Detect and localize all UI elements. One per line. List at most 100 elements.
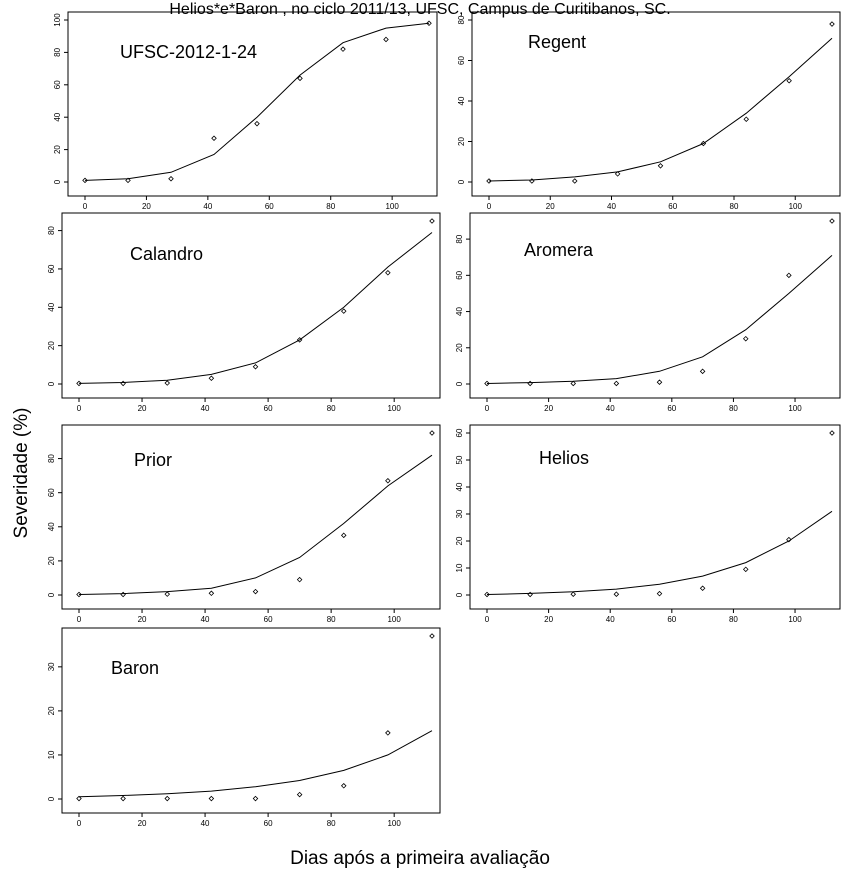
panel-title: UFSC-2012-1-24	[120, 42, 257, 62]
observed-point	[208, 795, 215, 802]
x-tick-label: 0	[77, 404, 82, 413]
observed-point	[340, 308, 347, 314]
observed-point	[211, 135, 217, 142]
observed-point	[429, 218, 435, 224]
plot-frame	[61, 627, 441, 814]
observed-point	[570, 380, 577, 387]
observed-point	[743, 116, 750, 122]
x-tick-label: 100	[387, 404, 401, 413]
observed-point	[613, 380, 620, 387]
x-tick-label: 100	[788, 404, 802, 413]
y-tick-label: 0	[47, 796, 56, 801]
observed-point	[76, 380, 82, 387]
plot-frame	[469, 212, 841, 399]
observed-point	[252, 795, 259, 802]
x-tick-label: 20	[138, 615, 147, 624]
x-axis-label: Dias após a primeira avaliação	[290, 848, 550, 869]
panel-title: Calandro	[130, 244, 203, 264]
observed-point	[340, 783, 347, 789]
observed-point	[786, 272, 792, 279]
observed-point	[829, 430, 835, 436]
fitted-curve	[78, 232, 433, 384]
observed-point	[385, 730, 391, 736]
observed-point	[296, 337, 303, 343]
y-tick-label: 60	[455, 428, 464, 437]
x-tick-label: 0	[485, 615, 490, 624]
observed-point	[208, 375, 215, 382]
x-tick-label: 100	[387, 819, 401, 828]
y-tick-label: 0	[455, 381, 464, 386]
panel-5: 0 20 40 60 80 100 0 20 40 60 80 Prior	[47, 424, 441, 624]
x-tick-label: 40	[606, 615, 615, 624]
observed-point	[426, 20, 432, 27]
x-tick-label: 80	[326, 202, 335, 211]
observed-point	[486, 178, 492, 184]
panel-6: 0 20 40 60 80 100 0 10 20 30 40 50 60 Helios	[455, 424, 841, 624]
observed-point	[164, 795, 171, 802]
observed-point	[700, 140, 707, 147]
observed-point	[125, 177, 131, 184]
y-tick-label: 40	[457, 96, 466, 105]
y-tick-label: 100	[53, 13, 62, 27]
y-tick-label: 20	[47, 556, 56, 565]
observed-point	[252, 363, 259, 370]
y-tick-label: 30	[455, 509, 464, 518]
y-tick-label: 10	[47, 750, 56, 759]
x-tick-label: 80	[327, 404, 336, 413]
observed-point	[613, 591, 620, 597]
y-tick-label: 80	[53, 47, 62, 56]
x-tick-label: 40	[201, 615, 210, 624]
y-tick-label: 80	[47, 454, 56, 463]
y-tick-label: 60	[47, 264, 56, 273]
y-tick-label: 40	[455, 307, 464, 316]
x-tick-label: 60	[264, 819, 273, 828]
panel-3: 0 20 40 60 80 100 0 20 40 60 80 Calandro	[47, 212, 441, 413]
x-tick-label: 20	[544, 615, 553, 624]
observed-point	[296, 791, 303, 798]
y-tick-label: 0	[47, 381, 56, 386]
x-tick-label: 80	[729, 615, 738, 624]
x-tick-label: 100	[387, 615, 401, 624]
y-tick-label: 20	[47, 706, 56, 715]
fitted-curve	[486, 510, 833, 595]
y-tick-label: 40	[455, 482, 464, 491]
observed-point	[296, 576, 303, 583]
observed-point	[76, 795, 82, 802]
x-tick-label: 60	[668, 202, 677, 211]
plot-frame	[469, 424, 841, 610]
y-tick-label: 20	[47, 341, 56, 350]
observed-point	[120, 591, 126, 598]
panel-title: Prior	[134, 450, 172, 470]
x-tick-label: 60	[264, 404, 273, 413]
x-tick-label: 0	[487, 202, 492, 211]
observed-point	[429, 633, 435, 639]
y-tick-label: 0	[47, 592, 56, 597]
fitted-curve	[84, 22, 430, 181]
figure-top-caption: Helios*e*Baron , no ciclo 2011/13, UFSC,…	[169, 1, 670, 18]
observed-point	[164, 591, 171, 597]
x-tick-label: 60	[667, 615, 676, 624]
observed-point	[297, 75, 303, 82]
x-tick-label: 60	[667, 404, 676, 413]
x-tick-label: 80	[327, 615, 336, 624]
y-tick-label: 20	[53, 145, 62, 154]
y-tick-label: 0	[457, 179, 466, 184]
observed-point	[484, 380, 490, 387]
observed-point	[829, 218, 835, 224]
observed-point	[699, 585, 706, 592]
y-tick-label: 20	[455, 536, 464, 545]
panel-title: Regent	[528, 32, 586, 52]
observed-point	[120, 795, 126, 802]
x-tick-label: 80	[327, 819, 336, 828]
x-tick-label: 80	[730, 202, 739, 211]
x-tick-label: 20	[138, 404, 147, 413]
plot-frame	[471, 11, 841, 197]
observed-point	[484, 591, 490, 598]
fitted-curve	[78, 730, 433, 798]
observed-point	[614, 171, 621, 177]
panel-4: 0 20 40 60 80 100 0 20 40 60 80 Aromera	[455, 212, 841, 413]
observed-point	[527, 591, 533, 598]
observed-point	[829, 21, 835, 27]
x-tick-label: 40	[203, 202, 212, 211]
fitted-curve	[486, 255, 833, 384]
